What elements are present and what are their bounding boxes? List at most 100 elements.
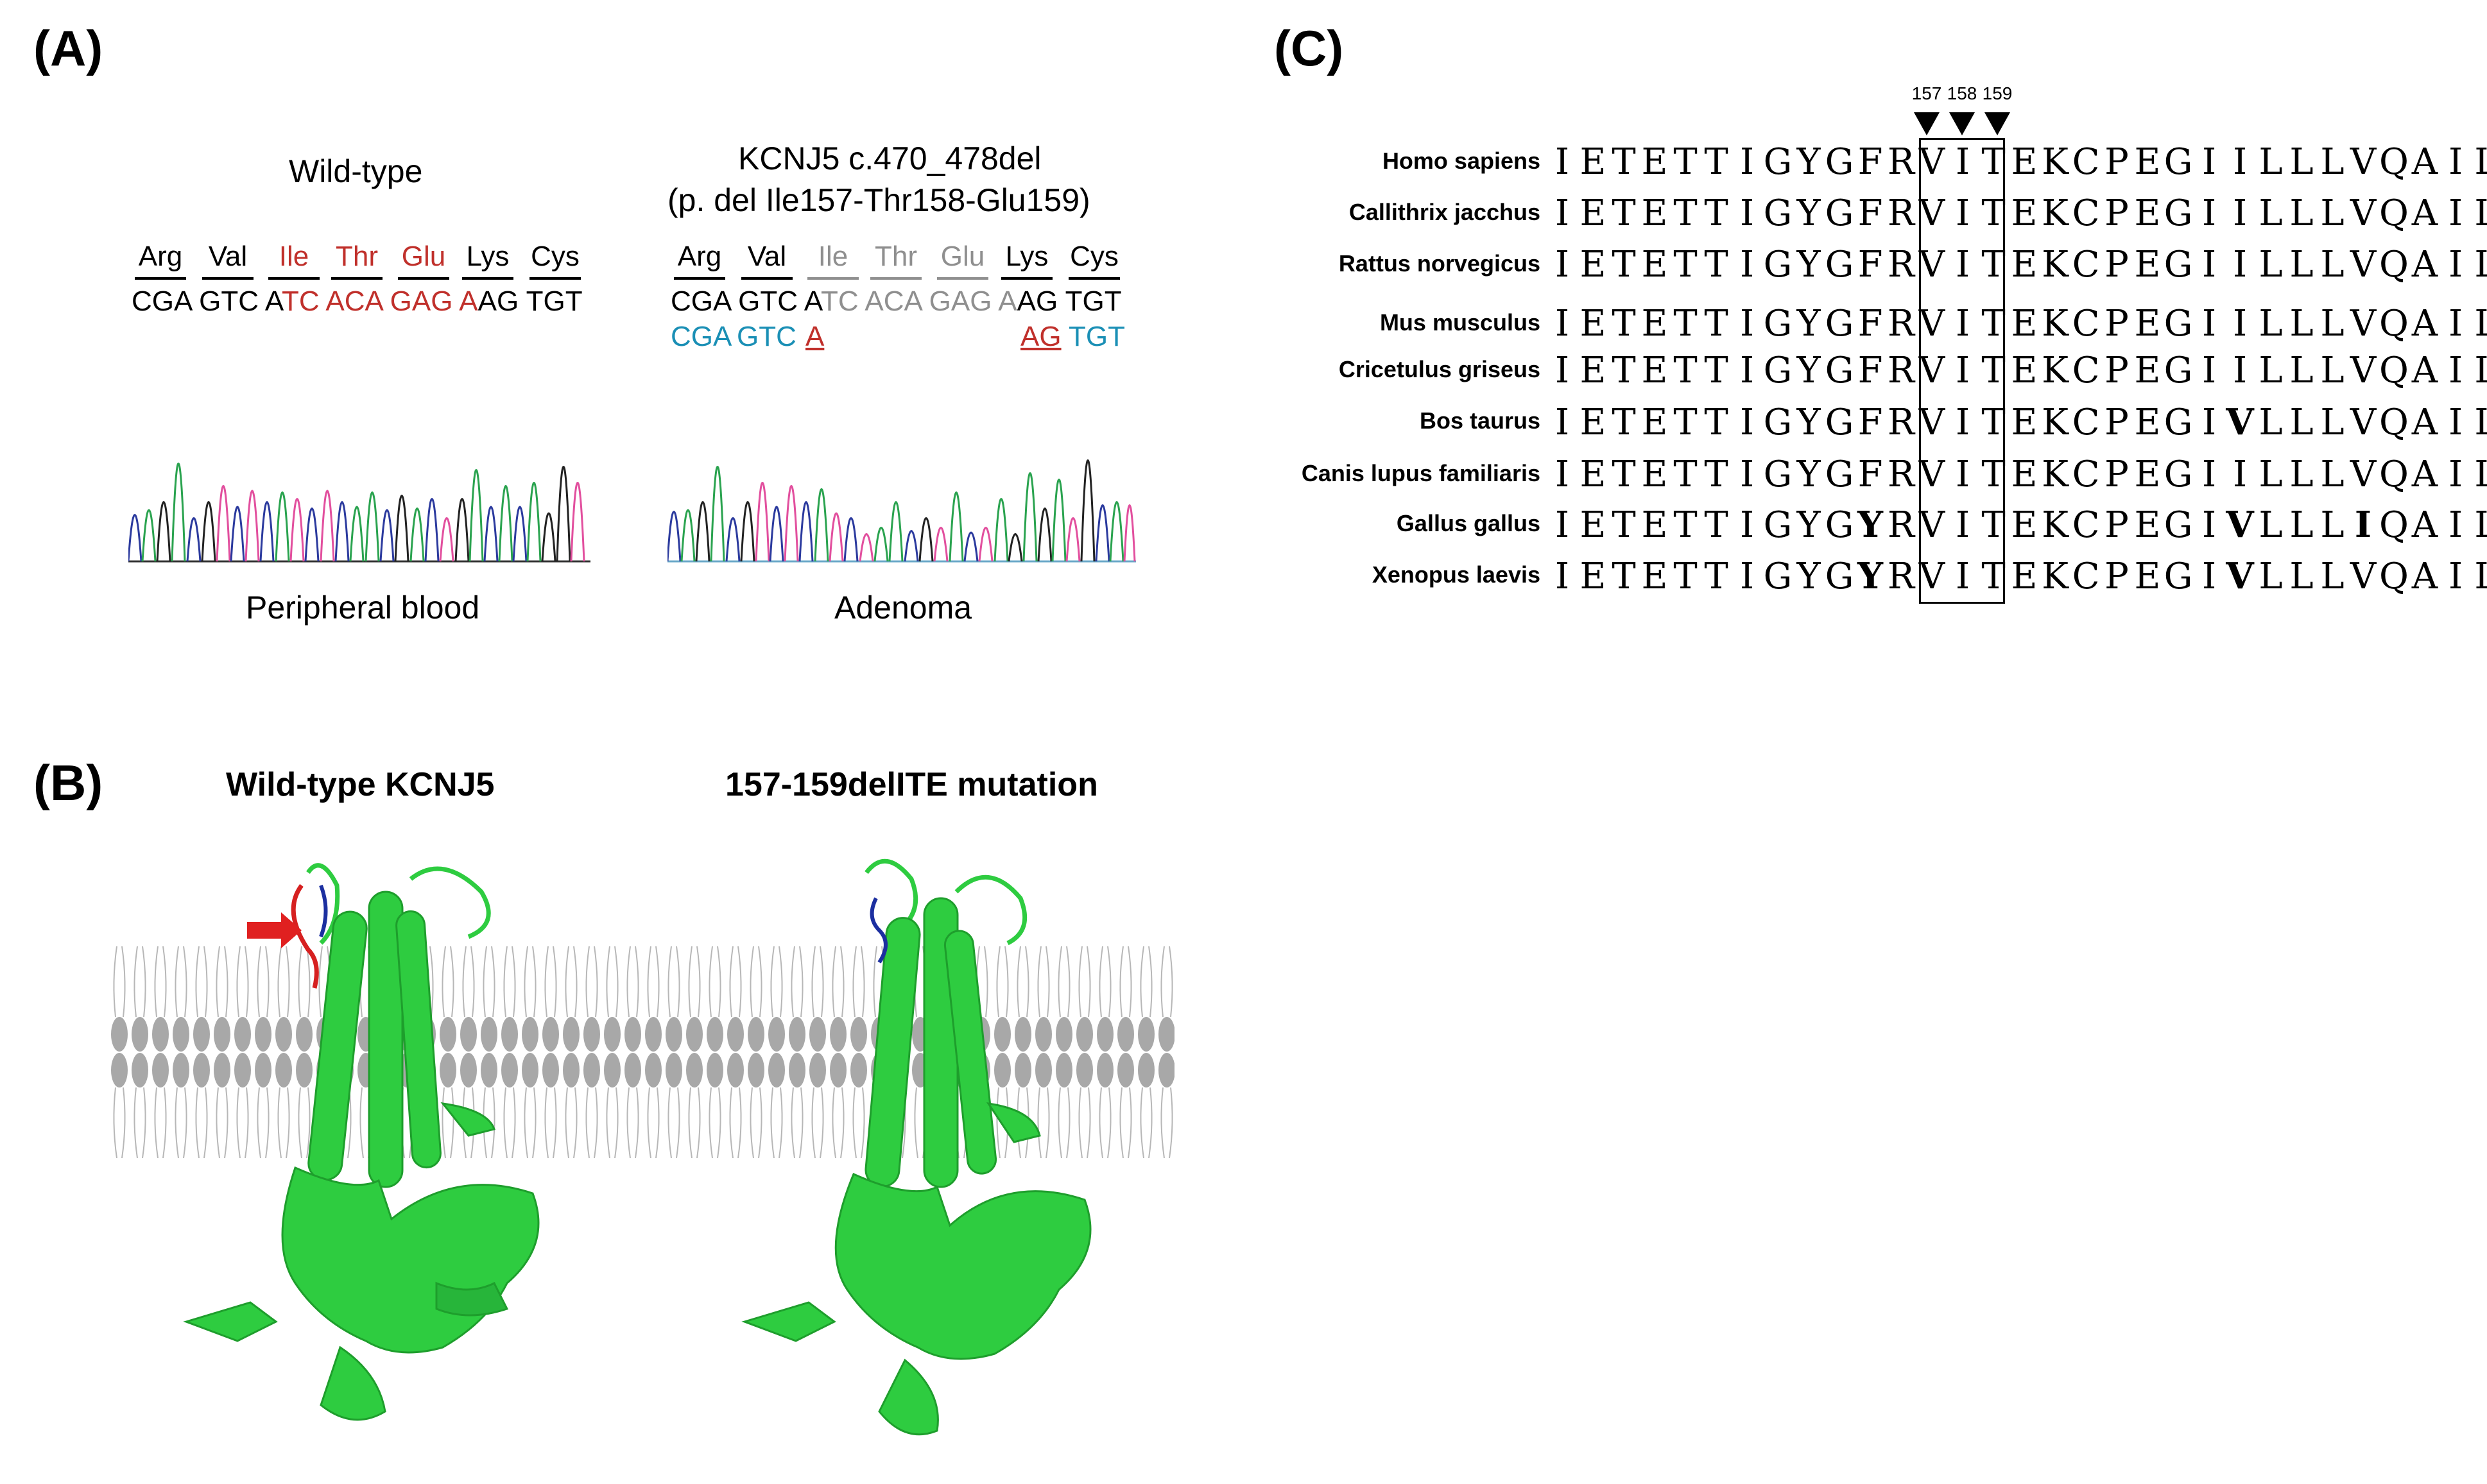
aa-underline	[674, 277, 725, 280]
aa-label: Cys	[1070, 241, 1119, 272]
aa-label: Cys	[531, 241, 580, 272]
residue: I	[1955, 141, 1970, 183]
residue: T	[1612, 402, 1636, 443]
species-name: Callithrix jacchus	[1348, 199, 1540, 225]
residue: E	[1579, 192, 1606, 234]
residue: E	[1641, 504, 1668, 546]
residue: F	[1857, 402, 1883, 443]
residue: R	[1887, 303, 1915, 345]
species-name: Bos taurus	[1419, 407, 1540, 434]
residue: F	[1857, 350, 1883, 391]
residue: C	[2072, 556, 2100, 597]
residue: T	[1612, 192, 1636, 234]
residue: G	[1763, 504, 1793, 546]
residue: P	[2104, 350, 2129, 391]
residue: T	[1673, 141, 1698, 183]
residue: V	[2350, 141, 2377, 183]
residue: E	[2134, 244, 2161, 286]
panel-b-label: (B)	[33, 755, 103, 811]
residue: A	[2411, 402, 2438, 443]
residue: Y	[1796, 556, 1821, 597]
residue: P	[2104, 192, 2129, 234]
residue: T	[1673, 244, 1698, 286]
species-name: Xenopus laevis	[1372, 561, 1540, 588]
sequence-row: IETETTIGYGFRVITEKCPEGIILLLVQAILG	[1547, 303, 2487, 345]
mutant-caption: Adenoma	[834, 590, 972, 626]
residue: T	[1704, 192, 1728, 234]
residue: F	[1857, 244, 1883, 286]
aa-underline	[398, 277, 449, 280]
residue: Y	[1796, 454, 1821, 495]
residue: L	[2474, 350, 2487, 391]
residue: C	[2072, 402, 2100, 443]
residue: I	[1739, 303, 1755, 345]
residue: T	[1704, 141, 1728, 183]
residue: E	[2134, 556, 2161, 597]
residue: V	[2350, 350, 2377, 391]
residue: I	[2232, 350, 2248, 391]
residue: I	[1554, 350, 1570, 391]
residue: L	[2320, 504, 2345, 546]
panel-c-label: (C)	[1274, 20, 1344, 76]
residue: G	[2164, 141, 2193, 183]
residue: C	[2072, 192, 2100, 234]
residue: V	[1918, 141, 1945, 183]
residue: V	[1918, 556, 1945, 597]
aa-label: Ile	[818, 241, 848, 272]
residue: V	[2226, 401, 2254, 443]
residue: R	[1887, 402, 1915, 443]
residue: K	[2042, 350, 2069, 391]
residue: P	[2104, 504, 2129, 546]
mutant-dna-sequence: CGA GTC ATC ACA GAG AAG TGT	[671, 286, 1122, 317]
residue: T	[1704, 402, 1728, 443]
residue: G	[1763, 402, 1793, 443]
sequence-row: IETETTIGYGFRVITEKCPEGIILLLVQAILG	[1547, 454, 2487, 495]
residue: P	[2104, 556, 2129, 597]
residue: K	[2042, 244, 2069, 286]
residue: Q	[2379, 244, 2409, 286]
residue: V	[1918, 244, 1945, 286]
residue: I	[1955, 192, 1970, 234]
residue: A	[2411, 556, 2438, 597]
residue: R	[1887, 192, 1915, 234]
aa-label: Glu	[940, 241, 985, 272]
residue: E	[1579, 350, 1606, 391]
aa-underline	[1069, 277, 1120, 280]
residue: A	[2411, 504, 2438, 546]
residue: I	[2448, 303, 2463, 345]
residue: A	[2411, 303, 2438, 345]
mutant-read-sequence: CGA GTC A AG TGT	[671, 321, 1125, 352]
residue: E	[1579, 244, 1606, 286]
residue: F	[1857, 141, 1883, 183]
residue: E	[2011, 350, 2038, 391]
residue: Q	[2379, 303, 2409, 345]
residue: E	[1579, 504, 1606, 546]
sequence-row: IETETTIGYGYRVITEKCPEGIVLLLVQAILG	[1547, 555, 2487, 597]
residue: I	[1554, 303, 1570, 345]
mutant-title-line1: KCNJ5 c.470_478del	[738, 141, 1042, 176]
residue: I	[2232, 303, 2248, 345]
aa-label: Lys	[1005, 241, 1049, 272]
panel-b-left-title: Wild-type KCNJ5	[226, 766, 495, 803]
residue: G	[1825, 350, 1854, 391]
sequence-row: IETETTIGYGFRVITEKCPEGIVLLLVQAILG	[1547, 401, 2487, 443]
species-name: Homo sapiens	[1382, 148, 1540, 174]
residue: K	[2042, 556, 2069, 597]
residue: Y	[1796, 504, 1821, 546]
mutant-protein-structure	[741, 858, 1092, 1436]
residue: Q	[2379, 192, 2409, 234]
residue: I	[2201, 350, 2217, 391]
residue: T	[1673, 350, 1698, 391]
residue: K	[2042, 402, 2069, 443]
species-column: Homo sapiens Callithrix jacchus Rattus n…	[1277, 141, 1540, 603]
residue: T	[1981, 556, 2006, 597]
residue: I	[2201, 192, 2217, 234]
residue: G	[1825, 303, 1854, 345]
residue: E	[1641, 192, 1668, 234]
residue: L	[2320, 244, 2345, 286]
residue: Y	[1796, 303, 1821, 345]
residue: I	[1739, 350, 1755, 391]
residue: E	[2134, 402, 2161, 443]
residue: E	[1641, 350, 1668, 391]
residue: T	[1981, 244, 2006, 286]
